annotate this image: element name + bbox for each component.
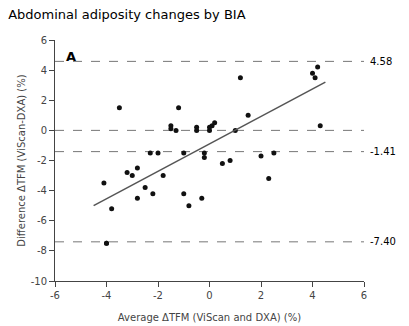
- svg-text:-1.41: -1.41: [370, 146, 396, 157]
- svg-text:0: 0: [41, 125, 47, 136]
- svg-text:2: 2: [258, 290, 264, 301]
- svg-text:-6: -6: [50, 290, 60, 301]
- svg-text:-10: -10: [31, 276, 47, 287]
- svg-text:4: 4: [41, 65, 47, 76]
- svg-text:6: 6: [361, 290, 367, 301]
- svg-text:-2: -2: [153, 290, 163, 301]
- svg-text:A: A: [66, 49, 76, 64]
- svg-text:4.58: 4.58: [370, 56, 392, 67]
- svg-text:Abdominal adiposity changes by: Abdominal adiposity changes by BIA: [8, 7, 245, 22]
- svg-text:0: 0: [206, 290, 212, 301]
- svg-text:4: 4: [309, 290, 315, 301]
- svg-text:-4: -4: [102, 290, 112, 301]
- svg-text:6: 6: [41, 35, 47, 46]
- svg-text:2: 2: [41, 95, 47, 106]
- svg-text:-7.40: -7.40: [370, 236, 396, 247]
- svg-text:Difference ΔTFM (ViScan-DXA) (: Difference ΔTFM (ViScan-DXA) (%): [16, 74, 27, 246]
- svg-text:-6: -6: [37, 215, 47, 226]
- svg-text:-4: -4: [37, 185, 47, 196]
- svg-text:-2: -2: [37, 155, 47, 166]
- svg-text:-8: -8: [37, 245, 47, 256]
- svg-text:Average ΔTFM (ViScan and DXA): Average ΔTFM (ViScan and DXA) (%): [118, 312, 301, 323]
